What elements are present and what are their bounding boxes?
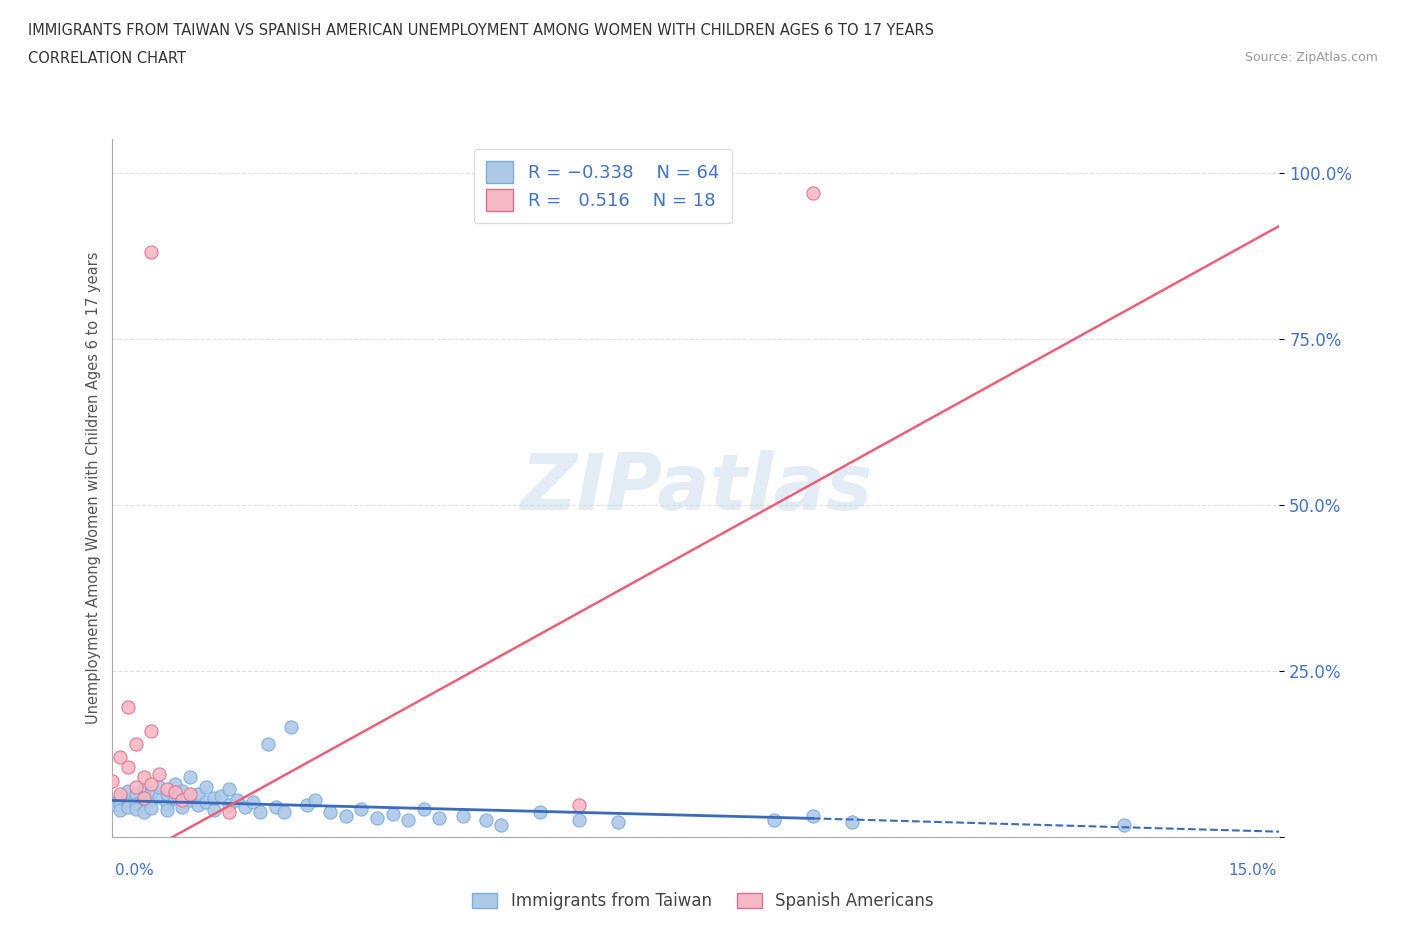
Point	[132, 770, 155, 785]
Point	[202, 791, 225, 806]
Point	[163, 784, 186, 799]
Point	[148, 766, 170, 781]
Point	[295, 798, 318, 813]
Point	[172, 783, 194, 798]
Point	[141, 801, 163, 816]
Point	[141, 245, 163, 259]
Point	[257, 737, 280, 751]
Point	[117, 793, 139, 808]
Point	[132, 791, 155, 806]
Point	[110, 790, 132, 804]
Point	[1112, 817, 1135, 832]
Legend: Immigrants from Taiwan, Spanish Americans: Immigrants from Taiwan, Spanish American…	[465, 885, 941, 917]
Point	[412, 802, 434, 817]
Text: 0.0%: 0.0%	[115, 863, 155, 878]
Point	[187, 798, 209, 813]
Point	[264, 800, 287, 815]
Point	[156, 782, 179, 797]
Point	[110, 787, 132, 802]
Point	[209, 789, 232, 804]
Point	[132, 782, 155, 797]
Point	[125, 802, 148, 817]
Point	[110, 750, 132, 764]
Y-axis label: Unemployment Among Women with Children Ages 6 to 17 years: Unemployment Among Women with Children A…	[86, 252, 101, 724]
Point	[366, 811, 388, 826]
Point	[273, 804, 295, 819]
Point	[841, 815, 863, 830]
Point	[163, 777, 186, 791]
Point	[117, 783, 139, 798]
Point	[132, 804, 155, 819]
Point	[381, 806, 404, 821]
Point	[141, 777, 163, 791]
Point	[110, 798, 132, 813]
Text: ZIPatlas: ZIPatlas	[520, 450, 872, 526]
Point	[242, 795, 264, 810]
Point	[202, 803, 225, 817]
Point	[801, 185, 824, 200]
Point	[218, 798, 240, 813]
Point	[475, 813, 498, 828]
Point	[529, 804, 551, 819]
Point	[607, 815, 630, 830]
Point	[148, 779, 170, 794]
Text: Source: ZipAtlas.com: Source: ZipAtlas.com	[1244, 51, 1378, 64]
Point	[125, 787, 148, 802]
Point	[125, 737, 148, 751]
Point	[218, 782, 240, 797]
Point	[125, 779, 148, 794]
Point	[156, 803, 179, 817]
Point	[172, 800, 194, 815]
Point	[762, 813, 785, 828]
Point	[427, 811, 450, 826]
Point	[319, 804, 342, 819]
Point	[117, 700, 139, 715]
Point	[179, 793, 201, 808]
Point	[451, 808, 474, 823]
Point	[568, 798, 591, 813]
Point	[141, 724, 163, 738]
Point	[568, 813, 591, 828]
Point	[148, 790, 170, 804]
Text: CORRELATION CHART: CORRELATION CHART	[28, 51, 186, 66]
Point	[125, 796, 148, 811]
Point	[163, 791, 186, 806]
Text: 15.0%: 15.0%	[1229, 863, 1277, 878]
Point	[249, 804, 271, 819]
Point	[179, 787, 201, 802]
Point	[101, 796, 124, 811]
Point	[304, 793, 326, 808]
Point	[117, 800, 139, 815]
Point	[396, 813, 419, 828]
Point	[172, 793, 194, 808]
Point	[110, 803, 132, 817]
Point	[218, 804, 240, 819]
Point	[226, 793, 249, 808]
Point	[233, 800, 256, 815]
Legend: R = −0.338    N = 64, R =   0.516    N = 18: R = −0.338 N = 64, R = 0.516 N = 18	[474, 149, 731, 223]
Point	[280, 720, 302, 735]
Point	[350, 802, 373, 817]
Point	[801, 808, 824, 823]
Point	[156, 787, 179, 802]
Point	[194, 795, 217, 810]
Point	[156, 796, 179, 811]
Text: IMMIGRANTS FROM TAIWAN VS SPANISH AMERICAN UNEMPLOYMENT AMONG WOMEN WITH CHILDRE: IMMIGRANTS FROM TAIWAN VS SPANISH AMERIC…	[28, 23, 934, 38]
Point	[179, 770, 201, 785]
Point	[335, 808, 357, 823]
Point	[117, 760, 139, 775]
Point	[491, 817, 513, 832]
Point	[132, 791, 155, 806]
Point	[187, 787, 209, 802]
Point	[101, 773, 124, 788]
Point	[141, 784, 163, 799]
Point	[194, 779, 217, 794]
Point	[141, 793, 163, 808]
